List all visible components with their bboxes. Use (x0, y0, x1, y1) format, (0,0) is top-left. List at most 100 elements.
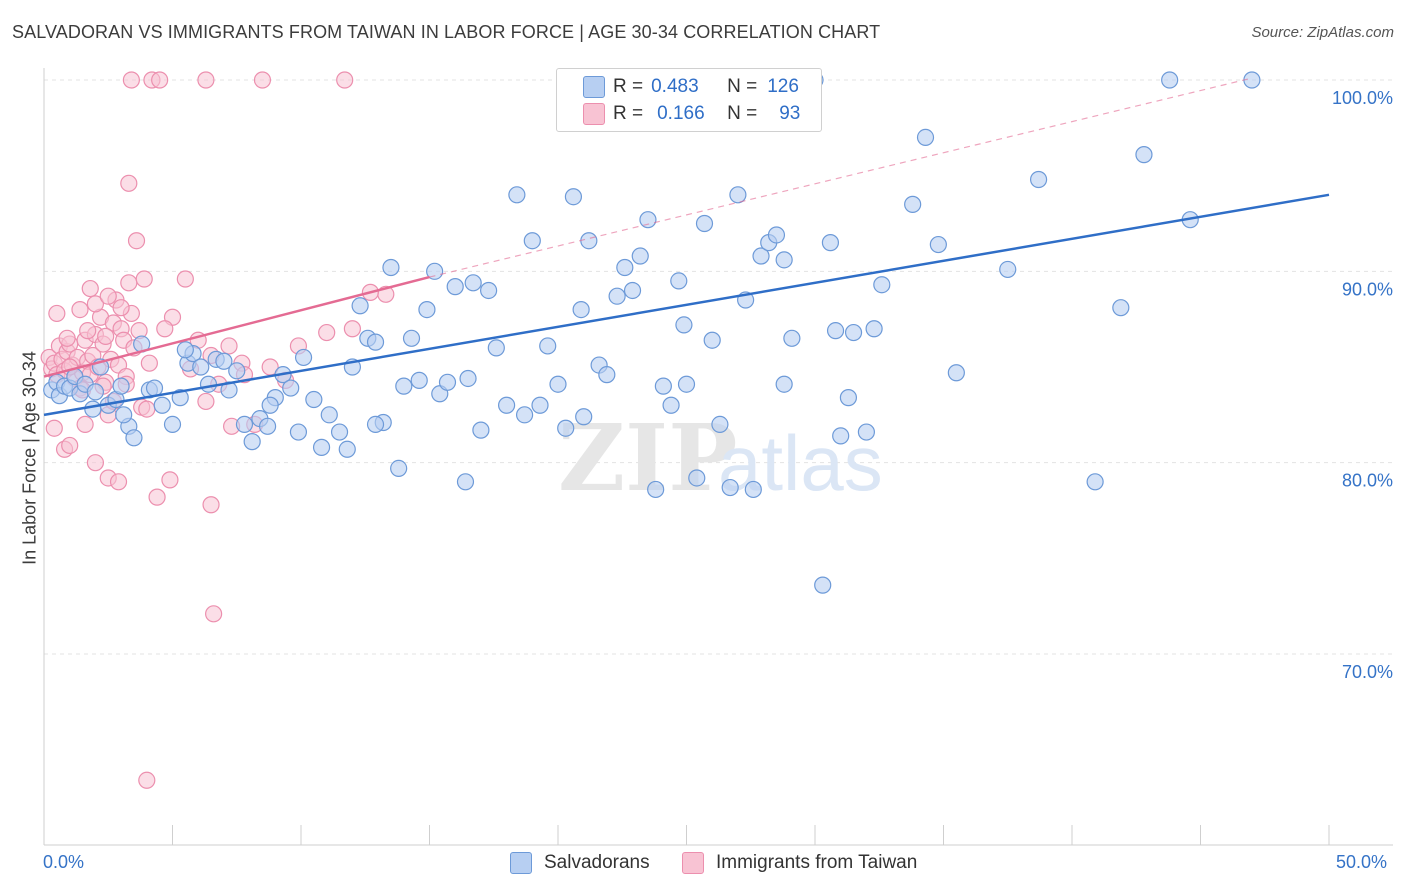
salvadoran-point (839, 389, 858, 407)
taiwan-point (45, 419, 63, 437)
salvadoran-point (575, 408, 593, 426)
taiwan-point (202, 496, 220, 514)
salvadoran-point (402, 329, 421, 347)
salvadoran-point (916, 128, 935, 146)
salvadoran-point (86, 383, 105, 401)
chart-title: SALVADORAN VS IMMIGRANTS FROM TAIWAN IN … (12, 22, 881, 42)
salvadoran-point (662, 396, 680, 414)
salvadoran-point (531, 396, 549, 414)
legend-r-value: 0.166 (657, 103, 705, 124)
salvadoran-point (192, 358, 210, 376)
legend-row-taiwan: R = 0.166 N = 93 (583, 101, 801, 127)
legend-swatch-pink (583, 103, 605, 125)
source-label: Source: ZipAtlas.com (1251, 24, 1394, 41)
salvadoran-point (338, 440, 356, 458)
taiwan-point (120, 174, 138, 192)
salvadoran-point (1135, 146, 1153, 164)
salvadoran-point (330, 423, 349, 441)
salvadoran-point (775, 375, 793, 393)
bottom-legend-taiwan[interactable]: Immigrants from Taiwan (682, 852, 917, 874)
y-tick-label: 80.0% (1342, 471, 1393, 491)
salvadoran-point (282, 379, 300, 397)
salvadoran-point (904, 195, 922, 213)
salvadoran-point (294, 348, 313, 367)
salvadoran-point (261, 396, 279, 414)
y-tick-labels: 70.0% 80.0% 90.0% 100.0% (1332, 88, 1393, 682)
salvadoran-point (616, 258, 634, 277)
salvadoran-point (1086, 473, 1104, 491)
salvadoran-point (564, 188, 583, 206)
legend-r-label: R = (613, 76, 644, 97)
taiwan-point (120, 274, 138, 292)
salvadoran-point (608, 287, 626, 305)
salvadoran-point (639, 211, 657, 229)
salvadoran-point (1161, 71, 1179, 89)
salvadoran-point (508, 186, 526, 204)
legend-swatch-pink (682, 852, 704, 874)
taiwan-point (86, 454, 105, 472)
taiwan-trend-extension (429, 77, 1253, 278)
salvadoran-point (580, 232, 598, 250)
salvadoran-point (366, 415, 385, 433)
taiwan-point (135, 270, 153, 288)
y-tick-label: 100.0% (1332, 88, 1393, 108)
trend-lines (43, 77, 1330, 417)
salvadoran-point (498, 396, 516, 414)
legend-n-value: 93 (779, 103, 801, 124)
legend-row-salvadorans: R = 0.483 N = 126 (583, 74, 799, 100)
taiwan-point (76, 415, 94, 433)
salvadoran-point (711, 415, 729, 433)
salvadoran-point (228, 362, 246, 380)
salvadoran-point (320, 406, 338, 424)
salvadoran-point (125, 429, 143, 447)
salvadoran-point (446, 278, 464, 296)
taiwan-point (71, 301, 89, 319)
salvadoran-point (1029, 170, 1048, 189)
salvadoran-point (382, 258, 400, 277)
stats-legend: R = 0.483 N = 126 R = 0.166 N = 93 (556, 68, 822, 132)
salvadoran-point (199, 375, 218, 393)
taiwan-point (148, 488, 166, 506)
x-tick-min: 0.0% (43, 852, 85, 872)
salvadoran-point (153, 396, 171, 414)
salvadoran-point (487, 339, 505, 357)
taiwan-point (151, 71, 169, 89)
taiwan-point (161, 471, 179, 489)
salvadoran-point (670, 272, 688, 290)
salvadoran-point (176, 341, 194, 359)
taiwan-point (127, 232, 146, 250)
salvadoran-point (783, 329, 801, 347)
salvadoran-point (112, 377, 130, 395)
salvadoran-point (289, 423, 308, 441)
taiwan-point (318, 323, 336, 342)
salvadoran-point (729, 186, 747, 204)
salvadoran-point (438, 373, 457, 391)
taiwan-point (197, 392, 215, 411)
taiwan-trend-line (43, 275, 430, 378)
salvadoran-point (821, 234, 840, 252)
taiwan-point (140, 354, 158, 372)
salvadoran-point (744, 480, 762, 499)
taiwan-point (109, 473, 128, 491)
salvadoran-point (472, 421, 490, 439)
salvadoran-point (598, 366, 616, 384)
salvadoran-point (844, 323, 863, 342)
legend-r-value: 0.483 (651, 76, 699, 97)
y-axis-label: In Labor Force | Age 30-34 (19, 351, 40, 565)
taiwan-points (40, 71, 395, 789)
salvadoran-point (677, 375, 696, 393)
salvadoran-point (947, 364, 965, 382)
legend-n-label: N = (727, 76, 758, 97)
salvadoran-point (351, 297, 369, 315)
salvadoran-point (171, 389, 189, 407)
salvadoran-point (305, 390, 323, 409)
salvadoran-point (631, 247, 649, 265)
salvadoran-point (688, 469, 706, 487)
salvadoran-point (243, 433, 261, 451)
salvadoran-point (312, 438, 331, 456)
salvadoran-point (814, 576, 832, 594)
salvadoran-point (654, 377, 672, 395)
bottom-legend-salvadorans[interactable]: Salvadorans (510, 852, 650, 874)
salvadoran-point (515, 406, 534, 424)
